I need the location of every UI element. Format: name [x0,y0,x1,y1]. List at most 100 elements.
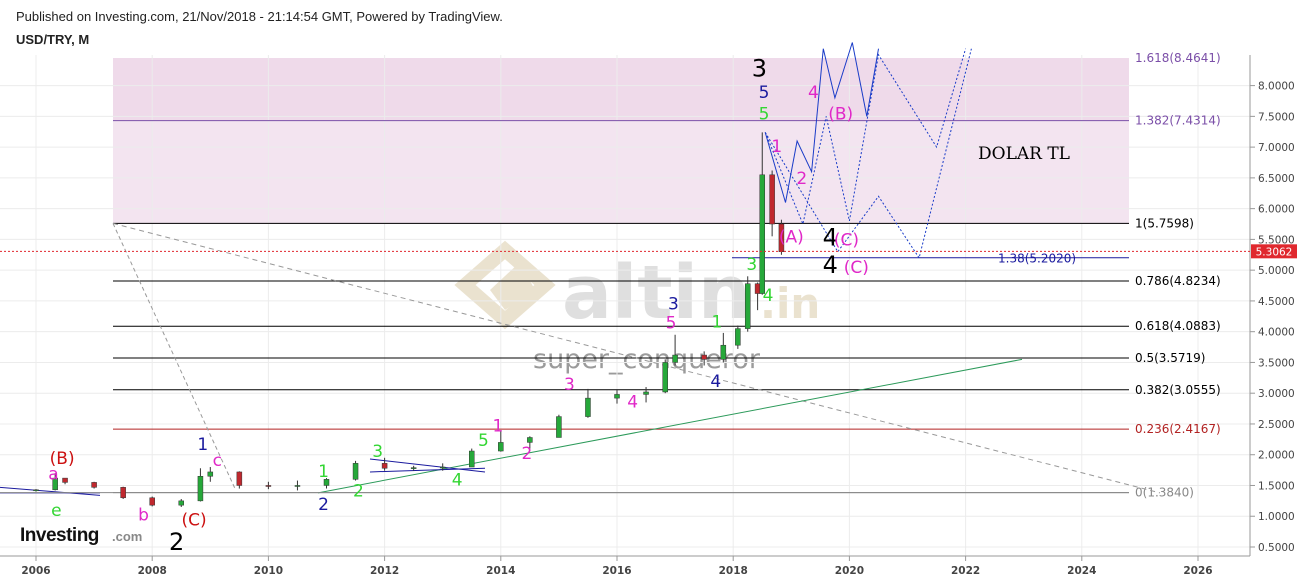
elliott-wave-label: 5 [478,431,489,451]
candle [120,486,126,500]
elliott-wave-label: 4 [710,372,721,392]
y-tick-label: 2.0000 [1258,450,1295,462]
elliott-wave-label: 4 [823,251,838,279]
x-tick-label: 2012 [370,565,399,577]
elliott-wave-label: (A) [779,227,804,247]
candle [498,430,504,452]
y-tick-label: 4.5000 [1258,296,1295,308]
published-caption: Published on Investing.com, 21/Nov/2018 … [16,9,503,24]
candle-body [265,485,272,487]
fib-level-label: 0(1.3840) [1135,486,1194,500]
fib-level-label: 0.5(3.5719) [1135,351,1205,365]
candle-body [735,328,741,346]
candle-body [207,471,214,477]
y-tick-label: 0.5000 [1258,542,1295,554]
elliott-wave-label: 1 [492,416,503,436]
candle-body [585,397,591,417]
candle-body [323,479,330,486]
elliott-wave-label: 2 [353,482,364,502]
candle-body [149,497,155,506]
elliott-wave-label: (B) [50,449,75,469]
candle [52,473,58,491]
candle-body [352,463,359,480]
candle [236,471,243,489]
candle [381,457,388,471]
candle [744,276,751,332]
candle [410,465,417,471]
watermark-author: super_conqueror [533,344,761,375]
x-tick-label: 2008 [138,565,167,577]
elliott-wave-label: (C) [844,258,869,278]
candle [352,460,359,481]
candle-body [381,463,388,469]
y-tick-label: 1.0000 [1258,511,1295,523]
candle-body [744,283,751,329]
candle [556,414,562,438]
y-tick-label: 6.5000 [1258,173,1295,185]
projection-path [764,48,967,226]
candle [207,467,214,482]
projection-path [764,42,879,203]
altin-logo-icon [454,240,556,330]
candle-body [439,466,446,469]
investing-logo-main: Investing [20,525,99,546]
candle-body [556,416,562,438]
elliott-wave-label: 2 [522,444,533,464]
projection-path [764,48,972,260]
y-tick-label: 3.0000 [1258,388,1295,400]
candle [323,478,330,489]
elliott-wave-label: 4 [627,392,638,412]
candle-body [410,467,417,469]
candle [149,496,155,507]
elliott-wave-label: 1 [712,312,723,332]
x-tick-label: 2010 [254,565,283,577]
candle [720,332,727,363]
candle-body [197,476,204,502]
elliott-wave-label: a [48,464,58,484]
fib-level-label: 1.382(7.4314) [1135,114,1221,128]
x-tick-label: 2006 [21,565,50,577]
current-price-marker: 5.3062 [0,244,1297,259]
descending-trendline [112,222,1161,494]
candle [527,436,533,449]
y-tick-label: 3.5000 [1258,357,1295,369]
early-channel-line [0,486,101,496]
candle [469,448,475,468]
candle [294,480,301,491]
fibonacci-extension-zone-upper [113,58,1129,120]
investing-logo-suffix: .com [112,529,142,544]
candle [439,463,446,471]
fib-level-label: 0.618(4.0883) [1135,319,1221,333]
fib-level-label: 0.236(2.4167) [1135,422,1221,436]
investing-logo: Investing .com [20,525,142,546]
candle [62,477,68,485]
candle-body [120,487,126,499]
current-price-box [1251,244,1297,259]
elliott-wave-label: 5 [666,314,677,334]
elliott-wave-label: 1 [318,462,329,482]
dashed-fan-line [112,223,236,489]
elliott-wave-label: 4 [452,470,463,490]
candle-body [294,485,301,487]
candle-body [33,489,39,492]
candle-body [754,283,761,294]
watermark-brand: altin [562,250,751,336]
triangle-upper-line [369,458,486,473]
elliott-wave-label: 2 [796,169,807,189]
elliott-wave-label: 3 [746,255,757,275]
candle-body [720,344,727,360]
elliott-wave-label: (C) [834,231,859,251]
y-tick-label: 4.0000 [1258,327,1295,339]
altin-watermark: altin .in [454,240,820,336]
candle-body [498,442,504,452]
candle-body [469,450,475,468]
fib-level-label: 0.786(4.8234) [1135,274,1221,288]
elliott-wave-label: 3 [564,375,575,395]
elliott-wave-label: 4 [763,286,774,306]
elliott-wave-label: 5 [759,83,770,103]
y-tick-label: 6.0000 [1258,204,1295,216]
candle [672,334,678,366]
x-tick-label: 2024 [1067,565,1096,577]
elliott-wave-label: 5 [759,104,770,124]
